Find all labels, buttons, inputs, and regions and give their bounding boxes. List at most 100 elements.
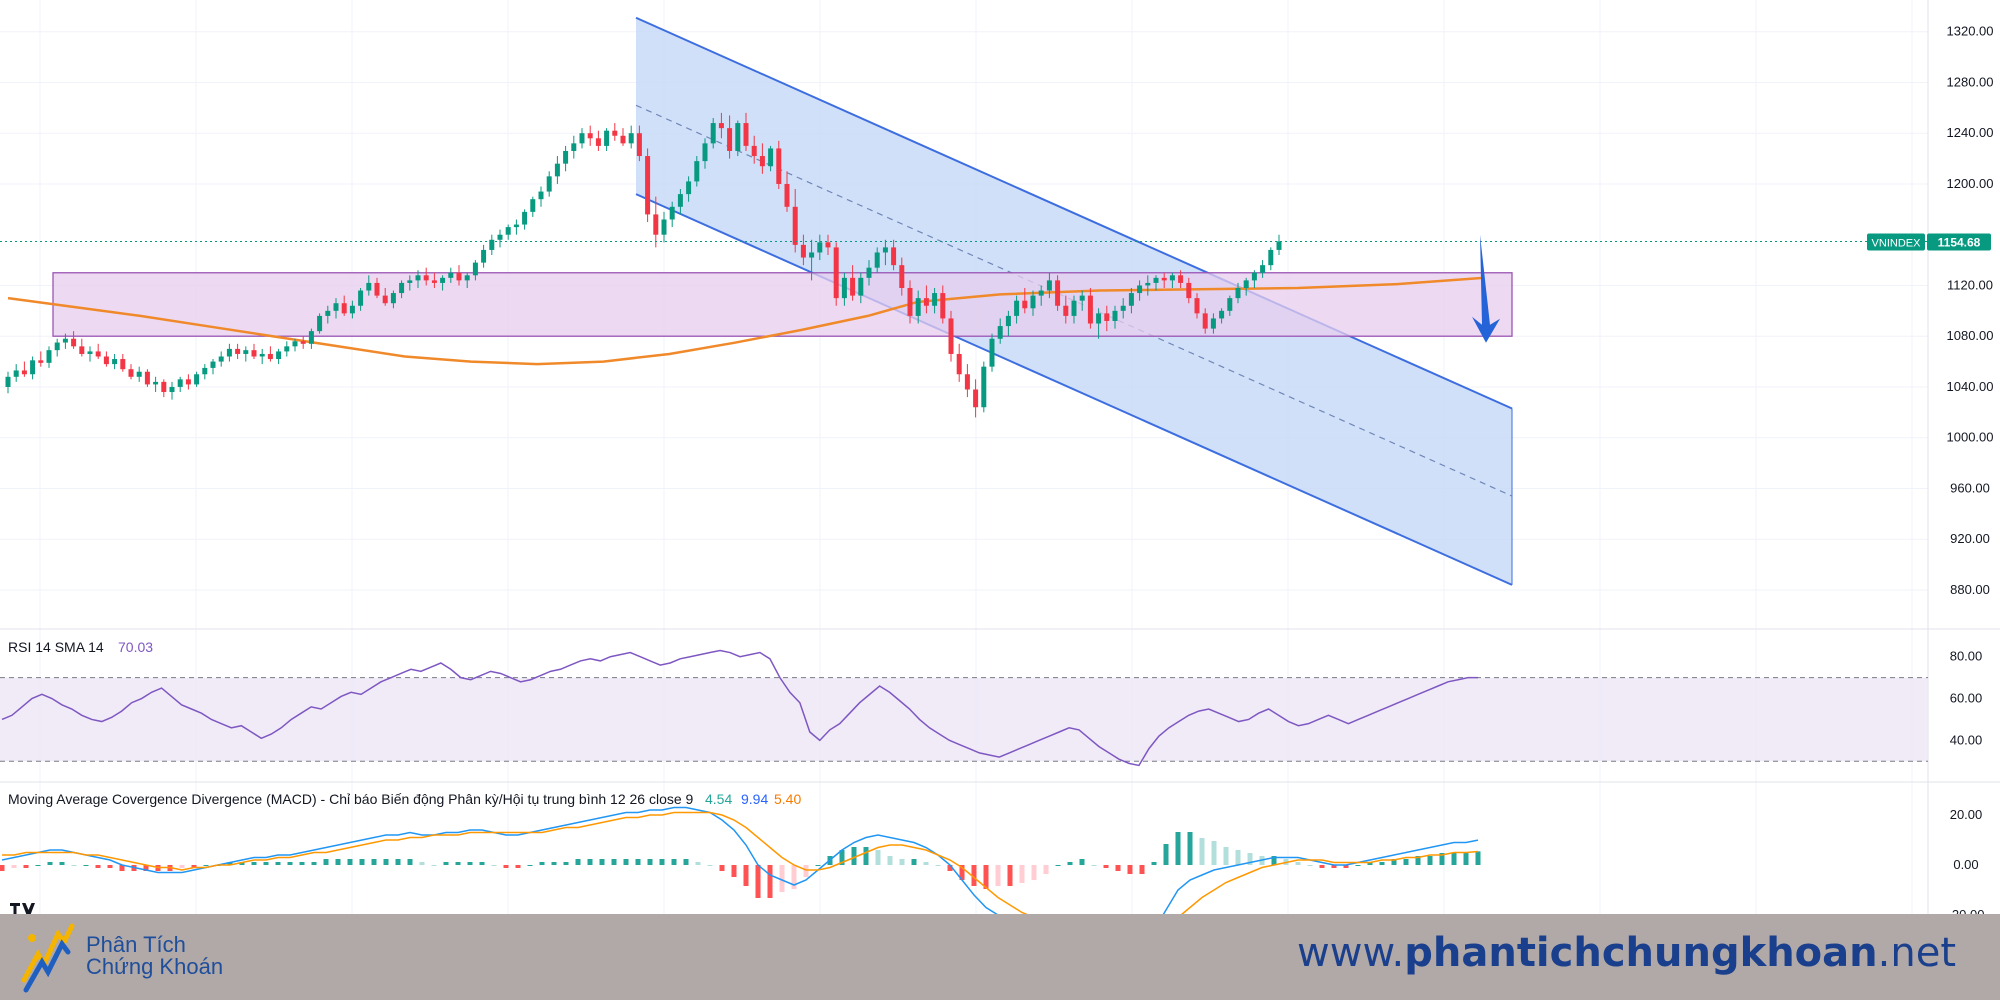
candle[interactable] — [112, 353, 118, 370]
candle[interactable] — [587, 125, 593, 146]
candle[interactable] — [481, 244, 487, 268]
candle[interactable] — [300, 336, 306, 349]
candle[interactable] — [185, 374, 191, 390]
candle[interactable] — [243, 346, 249, 362]
candle[interactable] — [1087, 287, 1093, 329]
candle[interactable] — [71, 331, 77, 349]
candle[interactable] — [1096, 308, 1102, 339]
candle[interactable] — [30, 356, 36, 380]
candle[interactable] — [120, 353, 126, 372]
candle[interactable] — [1145, 275, 1151, 296]
candle[interactable] — [636, 125, 642, 162]
brand-logo[interactable]: Phân Tích Chứng Khoán — [18, 920, 278, 994]
candle[interactable] — [202, 364, 208, 380]
candle[interactable] — [1186, 277, 1192, 304]
candle[interactable] — [628, 125, 634, 149]
macd-line[interactable] — [1, 806, 1479, 941]
candle[interactable] — [399, 280, 405, 299]
candle[interactable] — [267, 346, 273, 362]
candle[interactable] — [218, 351, 224, 367]
candle[interactable] — [1128, 287, 1134, 314]
candle[interactable] — [956, 343, 962, 382]
candle[interactable] — [538, 186, 544, 207]
candle[interactable] — [464, 272, 470, 288]
candle[interactable] — [456, 265, 462, 286]
candle[interactable] — [284, 341, 290, 357]
candle[interactable] — [546, 171, 552, 197]
candle[interactable] — [858, 272, 864, 304]
channel-median-line[interactable] — [635, 104, 1513, 497]
candle[interactable] — [21, 361, 27, 377]
candle[interactable] — [833, 242, 839, 306]
candle[interactable] — [604, 128, 610, 151]
candle[interactable] — [1104, 305, 1110, 332]
candle[interactable] — [1178, 270, 1184, 288]
candle[interactable] — [1071, 295, 1077, 324]
candle[interactable] — [522, 209, 528, 230]
price-pane[interactable] — [0, 16, 1928, 586]
candle[interactable] — [349, 300, 355, 319]
candle[interactable] — [915, 290, 921, 324]
candle[interactable] — [940, 285, 946, 324]
rsi-pane[interactable]: 80.00 60.00 40.00 — [0, 649, 1982, 767]
candle[interactable] — [1251, 270, 1257, 288]
candle[interactable] — [718, 112, 724, 139]
channel-upper-line[interactable] — [635, 16, 1513, 410]
candle[interactable] — [431, 272, 437, 288]
candle[interactable] — [366, 275, 372, 296]
candle[interactable] — [46, 346, 52, 368]
candle[interactable] — [768, 145, 774, 172]
candle[interactable] — [1120, 298, 1126, 319]
candle[interactable] — [1169, 272, 1175, 288]
candle[interactable] — [841, 272, 847, 306]
candle[interactable] — [563, 145, 569, 172]
candle[interactable] — [390, 290, 396, 309]
candle[interactable] — [825, 234, 831, 256]
candle[interactable] — [497, 229, 503, 248]
candle[interactable] — [1202, 308, 1208, 334]
candle[interactable] — [333, 298, 339, 319]
candle[interactable] — [5, 371, 11, 394]
candle[interactable] — [932, 287, 938, 314]
candle[interactable] — [54, 338, 60, 357]
candle[interactable] — [407, 275, 413, 291]
candle[interactable] — [776, 140, 782, 190]
candle[interactable] — [144, 369, 150, 387]
candle[interactable] — [1227, 295, 1233, 316]
candle[interactable] — [661, 211, 667, 243]
down-arrow-icon[interactable] — [1472, 234, 1500, 343]
candle[interactable] — [882, 239, 888, 266]
rsi-line[interactable] — [1, 649, 1479, 767]
candle[interactable] — [653, 196, 659, 248]
candle[interactable] — [259, 348, 265, 365]
candle[interactable] — [677, 189, 683, 215]
candle[interactable] — [530, 196, 536, 217]
candle[interactable] — [505, 224, 511, 240]
candle[interactable] — [973, 379, 979, 418]
candle[interactable] — [1210, 313, 1216, 334]
candle[interactable] — [645, 148, 651, 223]
candle[interactable] — [727, 115, 733, 159]
candle[interactable] — [866, 260, 872, 286]
candle[interactable] — [169, 381, 175, 400]
candle[interactable] — [177, 376, 183, 393]
candle[interactable] — [751, 135, 757, 164]
candle[interactable] — [620, 128, 626, 146]
candle[interactable] — [1153, 275, 1159, 291]
candle[interactable] — [382, 287, 388, 306]
candle[interactable] — [686, 176, 692, 202]
candle[interactable] — [1079, 290, 1085, 311]
candle[interactable] — [1235, 282, 1241, 304]
candle[interactable] — [1260, 260, 1266, 278]
price-axis[interactable]: 1320.00 1280.00 1240.00 1200.00 1120.00 1080.… — [1947, 24, 1994, 597]
candle[interactable] — [743, 112, 749, 151]
candle[interactable] — [735, 120, 741, 157]
candle[interactable] — [423, 267, 429, 286]
candle[interactable] — [948, 310, 954, 362]
candle[interactable] — [161, 379, 167, 398]
candle[interactable] — [103, 351, 109, 367]
candle[interactable] — [800, 234, 806, 266]
candle[interactable] — [1022, 287, 1028, 314]
candle[interactable] — [415, 270, 421, 288]
candle[interactable] — [554, 156, 560, 184]
